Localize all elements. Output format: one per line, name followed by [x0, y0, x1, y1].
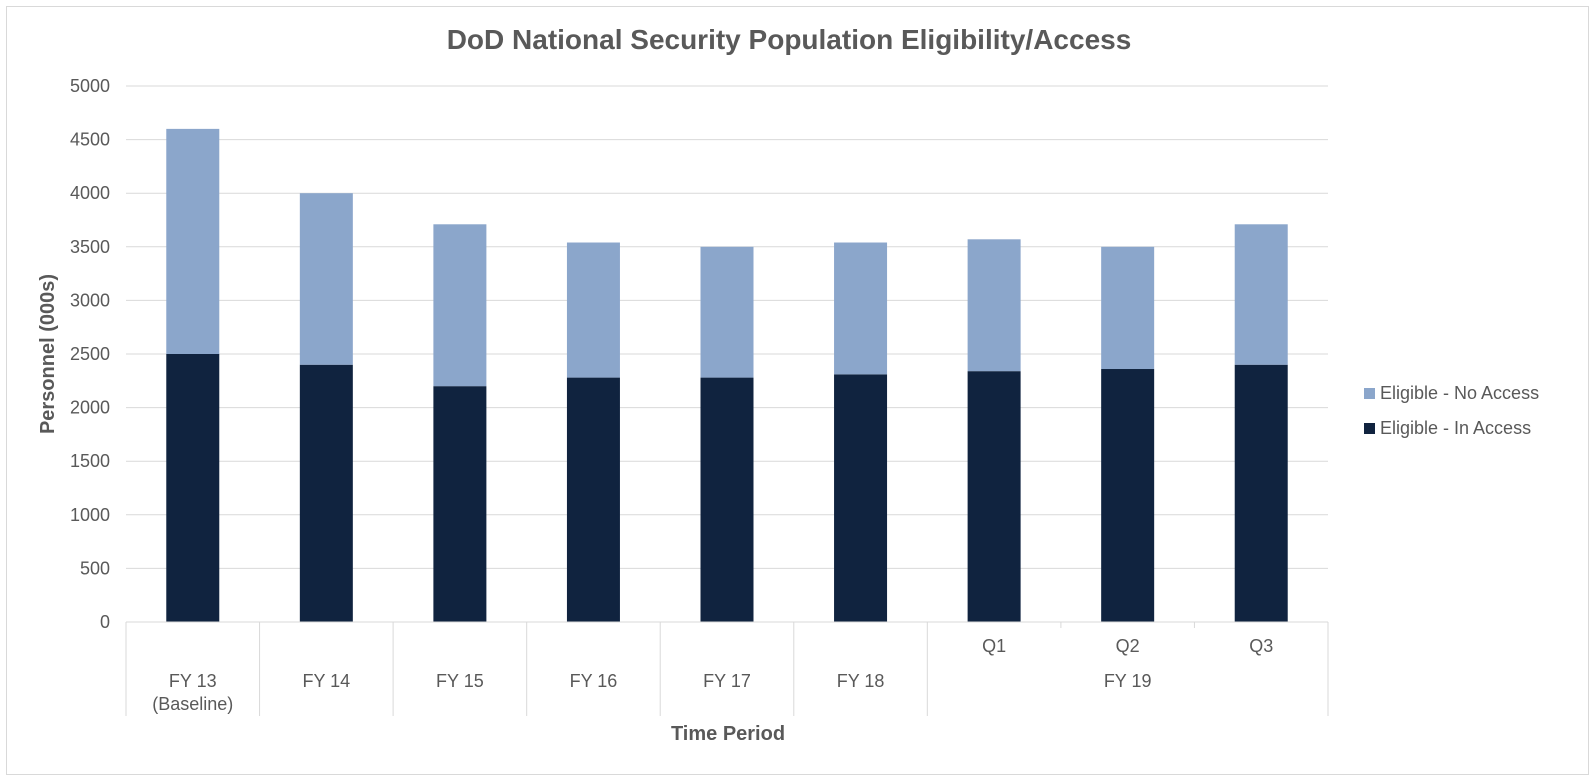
- bar-eligible-in-access: [1234, 364, 1288, 622]
- x-tick-label: Q2: [1116, 636, 1140, 656]
- chart-frame: DoD National Security Population Eligibi…: [6, 6, 1589, 775]
- y-tick-label: 1000: [70, 505, 110, 525]
- y-tick-label: 4500: [70, 130, 110, 150]
- x-tick-label: FY 15: [436, 671, 484, 691]
- x-tick-sublabel: (Baseline): [152, 694, 233, 714]
- y-tick-label: 2500: [70, 344, 110, 364]
- y-tick-label: 2000: [70, 398, 110, 418]
- bar-eligible-no-access: [166, 128, 220, 354]
- bar-eligible-no-access: [433, 224, 487, 387]
- legend: Eligible - No Access Eligible - In Access: [1364, 383, 1539, 438]
- y-tick-label: 5000: [70, 76, 110, 96]
- bar-eligible-no-access: [1234, 224, 1288, 365]
- y-tick-label: 3000: [70, 290, 110, 310]
- y-tick-label: 4000: [70, 183, 110, 203]
- x-tick-label: FY 13: [169, 671, 217, 691]
- bar-eligible-no-access: [299, 193, 353, 365]
- bar-eligible-no-access: [967, 239, 1021, 372]
- bar-eligible-in-access: [166, 354, 220, 622]
- bar-eligible-no-access: [1101, 246, 1155, 370]
- x-tick-label: FY 14: [302, 671, 350, 691]
- legend-swatch-eligible-no-access: [1364, 388, 1375, 399]
- bar-eligible-in-access: [967, 371, 1021, 622]
- bar-eligible-in-access: [834, 374, 888, 622]
- y-axis-ticks: 0 500 1000 1500 2000 2500 3000 3500 4000 4500 5000: [70, 76, 110, 632]
- y-axis-label: Personnel (000s): [37, 274, 59, 434]
- chart-title: DoD National Security Population Eligibi…: [447, 24, 1132, 55]
- x-tick-label: Q3: [1249, 636, 1273, 656]
- x-axis-label: Time Period: [671, 723, 785, 745]
- x-axis: FY 13 (Baseline) FY 14 FY 15 FY 16 FY 17 FY 18…: [125, 621, 1329, 716]
- x-tick-label: FY 18: [837, 671, 885, 691]
- bar-eligible-in-access: [433, 386, 487, 622]
- legend-label: Eligible - In Access: [1380, 418, 1531, 438]
- bar-eligible-no-access: [834, 242, 888, 375]
- y-tick-label: 0: [100, 612, 110, 632]
- bar-eligible-in-access: [566, 377, 620, 622]
- bars: [166, 128, 1288, 622]
- y-tick-label: 1500: [70, 451, 110, 471]
- y-tick-label: 3500: [70, 237, 110, 257]
- bar-eligible-no-access: [566, 242, 620, 378]
- y-tick-label: 500: [80, 558, 110, 578]
- x-tick-label: Q1: [982, 636, 1006, 656]
- bar-eligible-in-access: [1101, 369, 1155, 622]
- legend-swatch-eligible-in-access: [1364, 423, 1375, 434]
- x-tick-label: FY 16: [570, 671, 618, 691]
- legend-label: Eligible - No Access: [1380, 383, 1539, 403]
- bar-eligible-in-access: [700, 377, 754, 622]
- x-group-label: FY 19: [1104, 671, 1152, 691]
- bar-eligible-in-access: [299, 364, 353, 622]
- stacked-bar-chart: DoD National Security Population Eligibi…: [37, 24, 1539, 745]
- x-tick-label: FY 17: [703, 671, 751, 691]
- bar-eligible-no-access: [700, 246, 754, 378]
